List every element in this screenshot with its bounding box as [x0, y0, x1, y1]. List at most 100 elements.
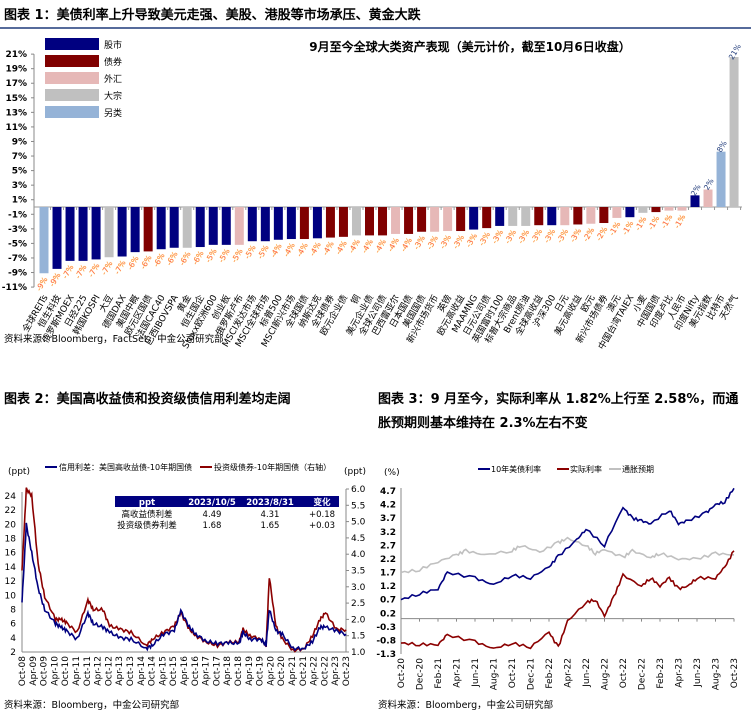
- left-tick-label: 16: [5, 549, 17, 559]
- bar: [78, 207, 88, 261]
- x-tick-label: Feb-22: [545, 658, 555, 689]
- x-tick-label: Apr-11: [72, 656, 82, 686]
- bar: [638, 207, 648, 213]
- bar: [195, 207, 205, 248]
- data-label: -7%: [86, 262, 101, 279]
- bar: [299, 207, 309, 240]
- legend-swatch: [45, 55, 99, 67]
- x-tick-label: Aug-21: [490, 658, 500, 690]
- x-tick-label: Apr-23: [675, 658, 685, 688]
- y-tick-label: 13%: [5, 108, 27, 118]
- bar: [365, 207, 374, 236]
- x-tick-label: Aug-23: [712, 658, 722, 690]
- x-tick-label: Oct-20: [397, 658, 407, 689]
- x-tick-label: Apr-16: [180, 656, 190, 686]
- bar: [690, 195, 700, 207]
- left-tick-label: 14: [5, 563, 17, 573]
- x-tick-label: Oct-17: [212, 656, 222, 686]
- data-label: -6%: [178, 250, 193, 267]
- left-tick-label: 8: [10, 605, 16, 615]
- y-tick-label: 3%: [12, 181, 27, 191]
- y-tick-label: -1%: [8, 210, 27, 220]
- bar: [234, 207, 244, 245]
- data-label: -3%: [529, 227, 544, 244]
- right-tick-label: 3.5: [351, 567, 365, 577]
- legend-label: 另类: [104, 107, 122, 119]
- bar: [378, 207, 388, 236]
- table-cell: 1.65: [261, 521, 280, 531]
- y-tick-label: 9%: [12, 137, 27, 147]
- chart1: 图表 1：美债利率上升导致美元走强、美股、港股等市场承压、黄金大跌 9月至今全球…: [0, 7, 751, 352]
- bar: [560, 207, 570, 226]
- table-cell: 4.31: [261, 510, 280, 520]
- data-label: -4%: [399, 236, 414, 253]
- bar: [521, 207, 531, 226]
- x-tick-label: Oct-10: [61, 656, 71, 687]
- data-label: -3%: [555, 227, 570, 244]
- bar: [586, 207, 596, 224]
- x-tick-label: Oct-09: [40, 656, 50, 687]
- y-tick-label: 5%: [12, 167, 27, 177]
- x-tick-label: Apr-22: [310, 656, 320, 686]
- data-label: -6%: [151, 251, 166, 268]
- x-tick-label: Oct-15: [169, 656, 179, 686]
- y-tick-label: 15%: [5, 94, 27, 104]
- series-line-left: [21, 522, 347, 652]
- y-tick-label: 7%: [12, 152, 27, 162]
- x-tick-label: Apr-10: [50, 656, 60, 686]
- bar: [312, 207, 322, 239]
- y-tick-label: 0.7: [380, 596, 396, 606]
- data-label: -5%: [217, 247, 232, 264]
- chart1-source: 资料来源：Bloomberg，FactSet，中金公司研究部: [4, 333, 224, 345]
- legend-label: 股市: [104, 39, 122, 51]
- bar: [612, 207, 622, 218]
- table-header-cell: 2023/10/5: [188, 498, 236, 508]
- y-tick-label: -0.8: [376, 636, 396, 646]
- x-tick-label: Apr-23: [331, 656, 341, 686]
- data-label: 2%: [702, 177, 716, 192]
- data-label: -4%: [295, 241, 310, 258]
- left-tick-label: 22: [5, 506, 16, 516]
- x-tick-label: Feb-23: [656, 658, 666, 689]
- y-tick-label: 1.2: [380, 582, 396, 592]
- table-header-cell: 变化: [313, 497, 331, 508]
- table-header-cell: 2023/8/31: [246, 498, 294, 508]
- chart3-plot: 4.7 4.2 3.7 3.2 2.7 2.2 1.7 1.2 0.7 0.2 -0.3 -0.8 -1…: [376, 464, 740, 690]
- y-tick-label: 3.2: [380, 528, 396, 538]
- x-tick-label: Oct-21: [508, 658, 518, 688]
- data-label: -3%: [477, 230, 492, 247]
- y-tick-label: -3%: [8, 225, 27, 235]
- bar: [495, 207, 505, 226]
- legend-label: 投资级债券-10年期国债（右轴）: [214, 462, 331, 472]
- chart2-title: 图表 2：美国高收益债和投资级债信用利差均走阔: [4, 391, 291, 407]
- data-label: -4%: [269, 242, 284, 259]
- table-cell: +0.18: [309, 510, 335, 520]
- chart2: 图表 2：美国高收益债和投资级债信用利差均走阔 (ppt) (ppt) 2422…: [4, 391, 366, 711]
- data-label: -3%: [503, 228, 518, 245]
- table-header-bg: [115, 496, 339, 507]
- x-tick-label: Apr-22: [564, 658, 574, 688]
- y-tick-label: 2.2: [380, 555, 396, 565]
- y-tick-label: 4.2: [380, 501, 396, 511]
- right-tick-label: 4.5: [351, 534, 365, 544]
- x-tick-label: Apr-18: [223, 656, 233, 686]
- bar: [391, 207, 401, 234]
- left-tick-label: 6: [10, 620, 16, 630]
- x-tick-label: Oct-20: [277, 656, 287, 687]
- data-label: -3%: [451, 233, 466, 250]
- data-label: -4%: [360, 238, 375, 255]
- bar: [469, 207, 479, 230]
- data-label: -6%: [164, 250, 179, 267]
- data-label: 21%: [727, 42, 743, 61]
- chart3-source: 资料来源：Bloomberg，中金公司研究部: [378, 699, 553, 711]
- right-tick-label: 1.5: [351, 632, 365, 642]
- x-tick-label: Dec-22: [638, 658, 648, 690]
- x-tick-label: Oct-16: [191, 656, 201, 687]
- y-tick-label: 2.7: [380, 541, 396, 551]
- bar: [260, 207, 270, 242]
- right-tick-label: 3.0: [351, 583, 366, 593]
- series-line: [400, 550, 735, 650]
- legend-label: 10年美债利率: [491, 464, 541, 474]
- bar: [351, 207, 361, 236]
- x-tick-label: Apr-20: [266, 656, 276, 686]
